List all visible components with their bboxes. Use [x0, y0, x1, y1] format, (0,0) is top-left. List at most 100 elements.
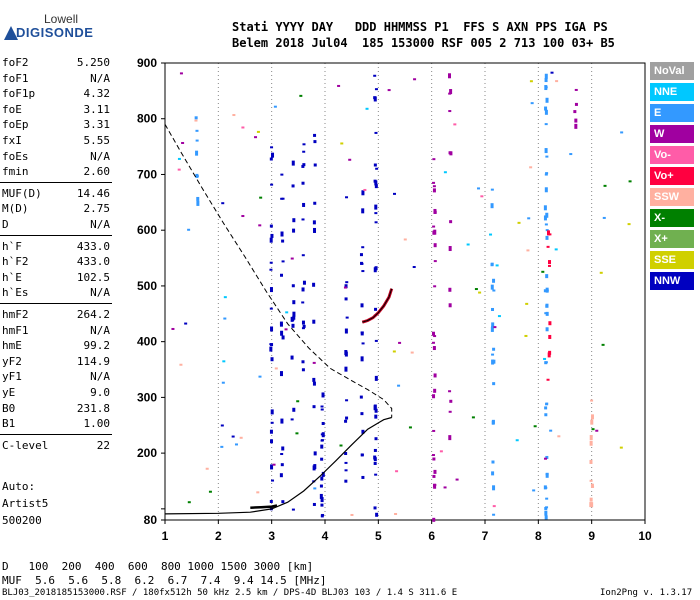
- noise-point: [223, 296, 227, 299]
- echo-point: [292, 300, 296, 305]
- noise-point: [477, 187, 481, 190]
- echo-point: [344, 452, 348, 456]
- echo-point: [433, 243, 437, 248]
- param-name: hmF1: [2, 323, 29, 337]
- param-row-ye: yE 9.0: [2, 386, 110, 401]
- echo-point: [301, 327, 305, 330]
- echo-point: [544, 515, 548, 520]
- param-row-hf: h`F 433.0: [2, 240, 110, 255]
- echo-point: [548, 334, 552, 339]
- echo-point: [269, 287, 273, 293]
- echo-point: [374, 473, 378, 476]
- echo-point: [320, 444, 324, 449]
- noise-point: [493, 326, 497, 329]
- echo-point: [448, 246, 452, 252]
- noise-point: [603, 184, 607, 187]
- param-value: 264.2: [76, 308, 110, 321]
- echo-point: [361, 246, 365, 249]
- param-value: 4.32: [83, 87, 111, 101]
- noise-point: [524, 334, 528, 337]
- echo-point: [360, 262, 364, 265]
- auto-label: Auto:: [2, 480, 36, 493]
- noise-point: [274, 367, 278, 370]
- echo-point: [373, 457, 377, 462]
- legend-item-e: E: [650, 104, 694, 122]
- noise-point: [258, 224, 262, 227]
- noise-point: [234, 443, 238, 446]
- noise-point: [532, 489, 536, 492]
- noise-point: [171, 327, 175, 330]
- noise-point: [413, 78, 417, 81]
- echo-point: [361, 208, 365, 214]
- param-value: 5.55: [83, 134, 111, 147]
- echo-point: [196, 200, 200, 206]
- param-name: foEp: [2, 118, 29, 132]
- param-value: N/A: [90, 149, 110, 163]
- echo-point: [433, 260, 437, 263]
- param-value: 114.9: [76, 354, 110, 368]
- echo-point: [312, 502, 316, 506]
- echo-point: [320, 408, 324, 411]
- echo-point: [589, 479, 593, 482]
- header-line-1: Stati YYYY DAY DDD HHMMSS P1 FFS S AXN P…: [232, 20, 608, 34]
- echo-point: [321, 392, 325, 398]
- echo-point: [546, 378, 550, 381]
- echo-point: [573, 110, 577, 114]
- echo-point: [544, 361, 548, 365]
- noise-point: [526, 249, 530, 252]
- echo-point: [548, 350, 552, 355]
- echo-point: [544, 506, 548, 510]
- param-row-fof1p: foF1p 4.32: [2, 87, 110, 102]
- echo-point: [373, 179, 377, 183]
- legend-item-xplus: X+: [650, 230, 694, 248]
- echo-point: [269, 268, 273, 271]
- param-name: h`F2: [2, 255, 29, 269]
- param-row-he: h`E 102.5: [2, 271, 110, 286]
- echo-point: [449, 220, 453, 224]
- echo-point: [269, 157, 273, 161]
- echo-point: [491, 359, 495, 365]
- param-row-md: M(D) 2.75: [2, 202, 110, 217]
- echo-point: [491, 420, 495, 425]
- noise-point: [343, 286, 347, 289]
- x-tick-label: 5: [375, 529, 382, 543]
- profile-dashed-line: [164, 124, 393, 418]
- x-tick-label: 7: [482, 529, 489, 543]
- noise-point: [471, 416, 475, 419]
- echo-point: [269, 506, 273, 511]
- echo-point: [281, 239, 285, 243]
- echo-point: [590, 483, 594, 488]
- noise-point: [340, 142, 344, 145]
- y-tick-label: 500: [137, 279, 157, 293]
- echo-point: [320, 476, 324, 481]
- noise-point: [527, 217, 531, 220]
- echo-point: [320, 503, 324, 507]
- noise-point: [591, 428, 595, 431]
- param-value: 1.00: [83, 417, 111, 431]
- echo-point: [373, 96, 377, 100]
- noise-point: [241, 215, 245, 218]
- param-value: N/A: [90, 218, 110, 231]
- noise-point: [363, 188, 367, 191]
- echo-point: [544, 78, 548, 83]
- echo-point: [574, 123, 578, 129]
- f-trace-outline: [362, 288, 393, 323]
- echo-point: [374, 437, 378, 441]
- echo-point: [345, 416, 349, 420]
- echo-point: [374, 180, 378, 186]
- echo-point: [312, 282, 316, 287]
- noise-point: [208, 490, 212, 493]
- echo-point: [490, 262, 494, 266]
- echo-point: [194, 116, 198, 120]
- echo-point: [301, 368, 305, 372]
- echo-point: [313, 201, 317, 205]
- param-value: N/A: [90, 370, 110, 384]
- noise-point: [177, 168, 181, 171]
- legend-item-noval: NoVal: [650, 62, 694, 80]
- param-row-fxi: fxI 5.55: [2, 134, 110, 149]
- echo-point: [433, 483, 437, 489]
- echo-point: [321, 471, 325, 477]
- echo-point: [545, 172, 549, 175]
- echo-point: [291, 284, 295, 288]
- x-tick-label: 4: [322, 529, 329, 543]
